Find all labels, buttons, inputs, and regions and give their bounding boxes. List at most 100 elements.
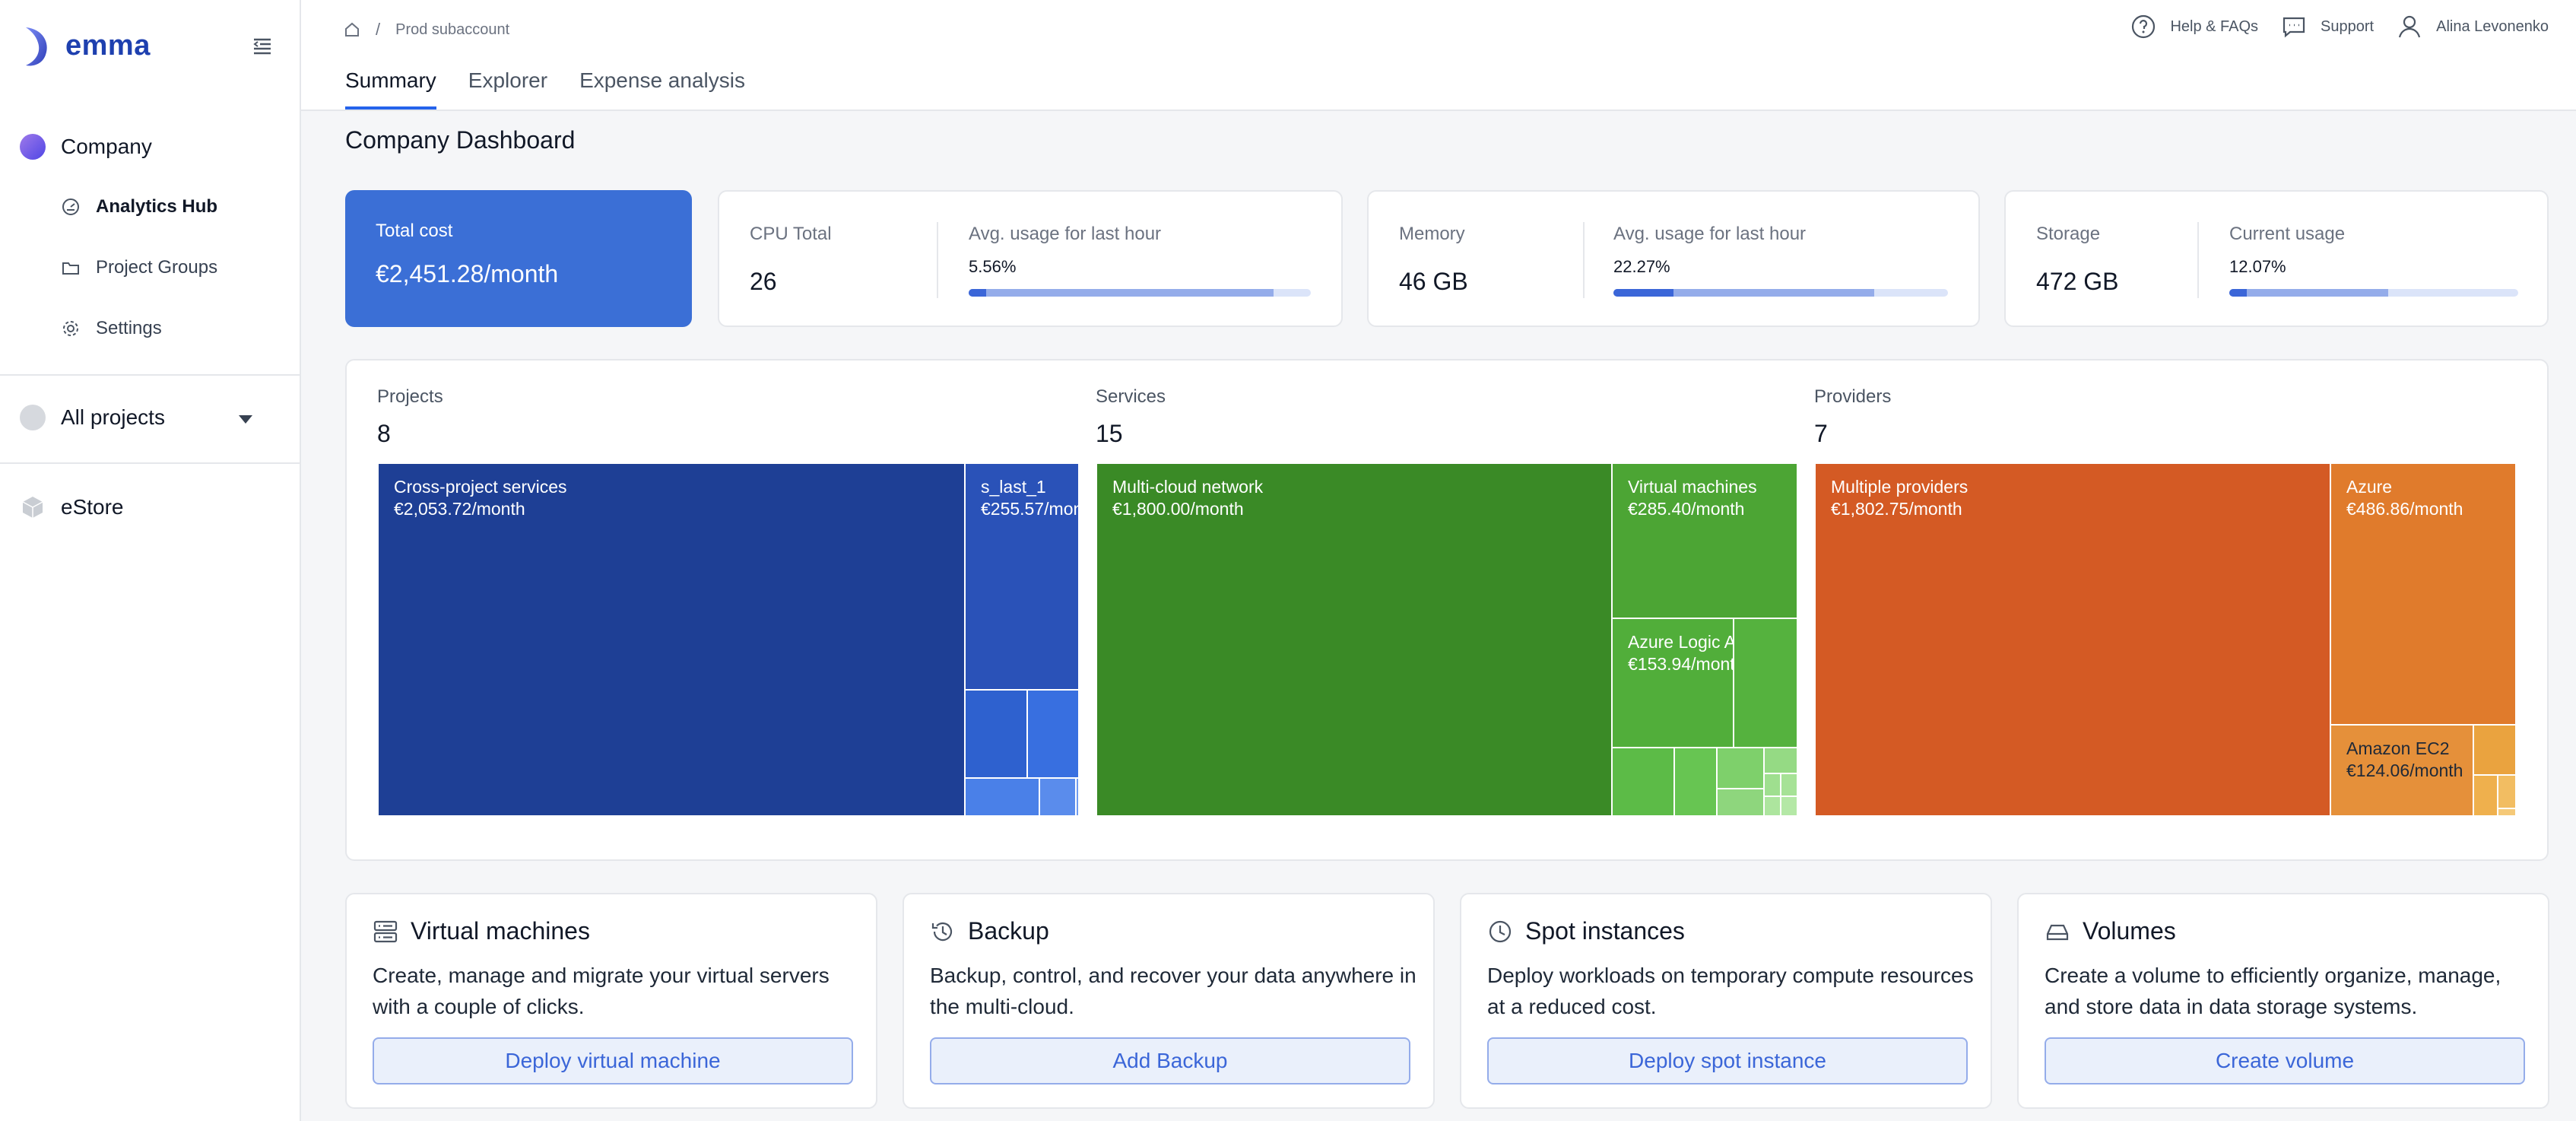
projects-treemap: Cross-project services €2,053.72/month s… — [377, 462, 1080, 817]
history-icon — [931, 922, 953, 941]
services-label: Services — [1096, 386, 1166, 407]
treemap-cell[interactable] — [1763, 773, 1781, 797]
treemap-cell-amazon-ec2[interactable]: Amazon EC2 €124.06/month — [2330, 724, 2474, 817]
add-backup-button[interactable]: Add Backup — [930, 1037, 1410, 1084]
storage-usage-value: 12.07% — [2229, 257, 2286, 276]
cpu-label: CPU Total — [750, 224, 832, 244]
treemap-cell-multiple-providers[interactable]: Multiple providers €1,802.75/month — [1814, 462, 2331, 817]
support-label: Support — [2321, 17, 2375, 35]
all-projects-icon — [20, 405, 46, 430]
cpu-usage-value: 5.56% — [969, 257, 1017, 276]
deploy-virtual-machine-button[interactable]: Deploy virtual machine — [373, 1037, 853, 1084]
treemap-cell-virtual-machines[interactable]: Virtual machines €285.40/month — [1611, 462, 1798, 619]
services-treemap: Multi-cloud network €1,800.00/month Virt… — [1096, 462, 1798, 817]
cpu-value: 26 — [750, 268, 777, 295]
sidebar-item-analytics-hub[interactable]: Analytics Hub — [61, 196, 217, 218]
storage-card: Storage 472 GB Current usage 12.07% — [2004, 190, 2549, 327]
card-description: Backup, control, and recover your data a… — [930, 964, 1416, 1018]
projects-count: 8 — [377, 420, 391, 447]
cube-icon — [22, 497, 43, 518]
treemap-cell[interactable] — [1026, 689, 1080, 779]
company-icon — [20, 134, 46, 160]
treemap-cell[interactable] — [1673, 747, 1718, 817]
breadcrumb-separator: / — [376, 20, 381, 39]
treemap-cell[interactable] — [964, 689, 1028, 779]
treemap-cell[interactable] — [964, 777, 1040, 817]
memory-card: Memory 46 GB Avg. usage for last hour 22… — [1367, 190, 1980, 327]
treemap-cell-multi-cloud-network[interactable]: Multi-cloud network €1,800.00/month — [1096, 462, 1613, 817]
nav-all-projects-label: All projects — [61, 405, 165, 429]
card-title-text: Virtual machines — [411, 917, 590, 945]
treemap-cell[interactable] — [1780, 795, 1798, 817]
card-title-text: Backup — [968, 917, 1049, 945]
sidebar-item-label: Analytics Hub — [96, 196, 218, 217]
providers-count: 7 — [1814, 420, 1828, 447]
storage-usage-bar — [2229, 289, 2518, 297]
top-header: / Prod subaccount Summary Explorer Expen… — [301, 0, 2576, 111]
treemap-cell[interactable] — [2473, 724, 2517, 776]
tab-expense-analysis[interactable]: Expense analysis — [579, 68, 745, 92]
treemap-cell-s-last-1[interactable]: s_last_1 €255.57/month — [964, 462, 1080, 691]
treemap-cell-cross-project-services[interactable]: Cross-project services €2,053.72/month — [377, 462, 966, 817]
sidebar-item-label: Settings — [96, 318, 162, 338]
cell-name: Cross-project services — [394, 477, 567, 497]
treemap-cell-azure[interactable]: Azure €486.86/month — [2330, 462, 2517, 726]
tab-summary[interactable]: Summary — [345, 68, 436, 110]
sidebar-item-settings[interactable]: Settings — [61, 318, 162, 339]
treemap-cell[interactable] — [1611, 747, 1675, 817]
sidebar-item-project-groups[interactable]: Project Groups — [61, 257, 217, 278]
tab-explorer[interactable]: Explorer — [468, 68, 548, 92]
storage-value: 472 GB — [2036, 268, 2119, 295]
treemap-cell[interactable] — [1780, 773, 1798, 797]
cpu-card: CPU Total 26 Avg. usage for last hour 5.… — [718, 190, 1343, 327]
card-title-text: Spot instances — [1525, 917, 1685, 945]
cpu-usage-label: Avg. usage for last hour — [969, 224, 1162, 244]
memory-usage-bar-fill-light — [1613, 289, 1875, 297]
card-title: Backup — [930, 917, 1049, 945]
nav-all-projects[interactable]: All projects — [20, 405, 165, 430]
total-cost-value: €2,451.28/month — [376, 260, 559, 287]
treemap-cell[interactable] — [2497, 808, 2517, 817]
collapse-sidebar-icon[interactable] — [249, 33, 275, 59]
breadcrumb-current[interactable]: Prod subaccount — [395, 21, 510, 38]
logo[interactable]: emma — [20, 23, 151, 68]
treemap-cell[interactable] — [1039, 777, 1077, 817]
treemap-cell[interactable] — [1763, 795, 1781, 817]
card-title-text: Volumes — [2083, 917, 2176, 945]
cell-name: Azure Logic Apps — [1628, 632, 1733, 652]
sidebar: emma Company Analytics Hub Project Group… — [0, 0, 301, 1121]
cell-value: €153.94/month — [1628, 654, 1734, 674]
treemap-cell[interactable] — [1716, 788, 1765, 817]
clock-icon — [1489, 920, 1512, 942]
support-link[interactable]: Support — [2281, 14, 2374, 40]
treemap-cell[interactable] — [2473, 774, 2498, 817]
deploy-spot-instance-button[interactable]: Deploy spot instance — [1487, 1037, 1968, 1084]
treemap-cell-azure-logic-apps[interactable]: Azure Logic Apps €153.94/month — [1611, 618, 1734, 748]
storage-label: Storage — [2036, 224, 2101, 244]
divider — [2197, 222, 2199, 298]
divider — [937, 222, 938, 298]
treemap-cell[interactable] — [1075, 777, 1080, 817]
create-volume-button[interactable]: Create volume — [2045, 1037, 2525, 1084]
card-title: Volumes — [2045, 917, 2176, 945]
help-link[interactable]: Help & FAQs — [2130, 14, 2258, 40]
cell-name: Virtual machines — [1628, 477, 1757, 497]
cpu-usage-bar-fill-light — [969, 289, 1274, 297]
cell-value: €285.40/month — [1628, 499, 1745, 519]
providers-label: Providers — [1814, 386, 1892, 407]
treemap-cell[interactable] — [1716, 747, 1765, 789]
cell-value: €1,802.75/month — [1831, 499, 1962, 519]
treemap-cell[interactable] — [1763, 747, 1798, 774]
chevron-down-icon[interactable] — [239, 415, 252, 424]
user-menu[interactable]: Alina Levonenko — [2397, 14, 2549, 40]
cell-name: Amazon EC2 — [2346, 738, 2450, 758]
backup-card: Backup Backup, control, and recover your… — [903, 893, 1435, 1109]
nav-company[interactable]: Company — [20, 134, 152, 160]
treemap-cell[interactable] — [2497, 774, 2517, 809]
card-description: Create a volume to efficiently organize,… — [2045, 964, 2501, 1018]
home-icon[interactable] — [344, 21, 360, 38]
treemap-cell[interactable] — [1733, 618, 1798, 748]
nav-estore[interactable]: eStore — [20, 494, 124, 520]
cell-value: €2,053.72/month — [394, 499, 525, 519]
memory-label: Memory — [1399, 224, 1465, 244]
